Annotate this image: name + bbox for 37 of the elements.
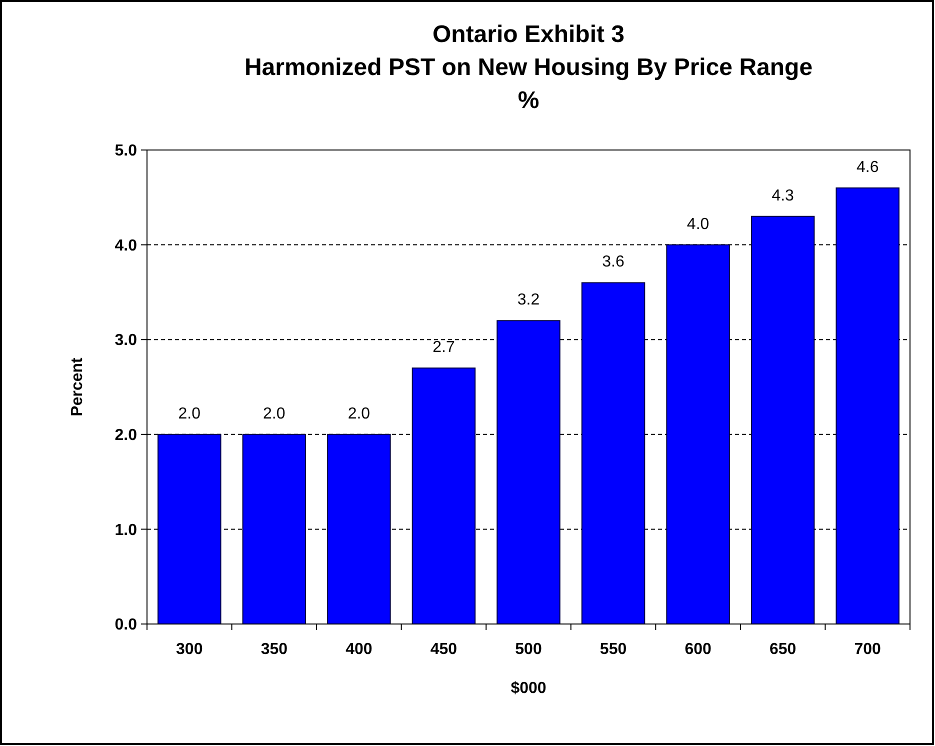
data-label: 2.0 (263, 405, 286, 422)
bar (666, 244, 730, 624)
x-tick-label: 350 (260, 641, 288, 658)
y-axis-title: Percent (69, 356, 86, 416)
bar (581, 282, 646, 624)
data-label: 3.6 (602, 254, 624, 271)
bar (836, 187, 900, 624)
y-tick-label: 3.0 (114, 332, 138, 350)
data-label: 4.3 (772, 187, 794, 204)
data-label: 2.7 (432, 339, 455, 356)
bar (327, 434, 391, 624)
x-tick-label: 700 (854, 641, 882, 658)
data-label: 3.2 (517, 292, 540, 309)
x-tick-label: 300 (176, 641, 203, 658)
data-label: 4.6 (856, 158, 879, 176)
x-tick-label: 450 (430, 641, 458, 658)
x-tick-label: 550 (600, 641, 627, 658)
bar (158, 434, 222, 624)
y-tick-label: 5.0 (114, 142, 138, 160)
data-label: 2.0 (178, 405, 201, 422)
x-tick-label: 600 (684, 641, 712, 658)
y-tick-label: 2.0 (114, 427, 138, 444)
y-tick-label: 4.0 (114, 237, 138, 254)
data-label: 4.0 (686, 216, 710, 233)
x-tick-label: 400 (346, 641, 372, 658)
bar (412, 368, 476, 624)
bar (496, 320, 560, 624)
x-tick-label: 500 (515, 641, 542, 658)
x-tick-label: 650 (769, 641, 796, 658)
y-tick-label: 1.0 (114, 522, 138, 539)
chart-title: Ontario Exhibit 3 Harmonized PST on New Housing By Price Range (244, 21, 813, 81)
y-tick-label: 0.0 (114, 616, 138, 634)
data-label: 2.0 (348, 405, 370, 422)
bar (242, 434, 306, 624)
chart-subtitle: % (518, 87, 540, 114)
x-axis-title: $000 (510, 680, 546, 697)
bar (750, 216, 815, 624)
